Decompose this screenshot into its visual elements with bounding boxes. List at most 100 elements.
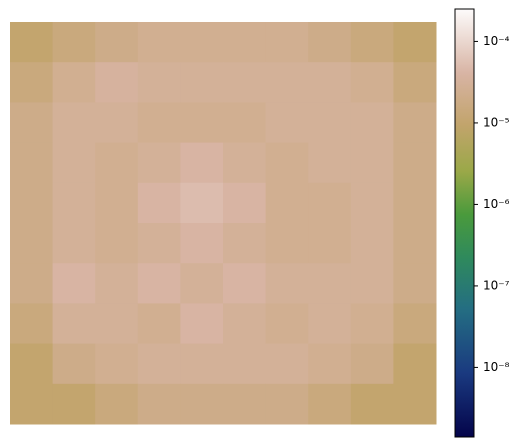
- heatmap-cell: [10, 223, 54, 264]
- heatmap-cell: [95, 383, 139, 425]
- heatmap-cell: [308, 383, 352, 425]
- heatmap-cell: [180, 223, 224, 264]
- heatmap-cell: [350, 223, 394, 264]
- heatmap-cell: [265, 142, 309, 184]
- heatmap-cell: [180, 62, 224, 103]
- heatmap-cell: [180, 263, 224, 304]
- heatmap-cell: [10, 102, 54, 144]
- heatmap-cell: [10, 62, 54, 103]
- heatmap-cell: [223, 62, 267, 103]
- heatmap-cell: [95, 303, 139, 345]
- heatmap-cell: [180, 102, 224, 144]
- heatmap-cell: [393, 303, 437, 345]
- heatmap-cell: [350, 263, 394, 304]
- heatmap-cell: [265, 263, 309, 304]
- colorbar-tick-label: 10⁻⁷: [483, 278, 510, 292]
- heatmap-cell: [223, 223, 267, 264]
- heatmap-cell: [393, 263, 437, 304]
- heatmap-cell: [180, 182, 224, 224]
- heatmap-cell: [10, 263, 54, 304]
- heatmap-cell: [223, 22, 267, 63]
- heatmap-cell: [137, 383, 181, 425]
- heatmap-cell: [265, 223, 309, 264]
- heatmap-cell: [350, 142, 394, 184]
- heatmap-cell: [393, 223, 437, 264]
- heatmap-cell: [265, 62, 309, 103]
- heatmap-cell: [350, 102, 394, 144]
- heatmap-cell: [137, 263, 181, 304]
- heatmap-cell: [350, 303, 394, 345]
- heatmap-cell: [137, 142, 181, 184]
- heatmap-cell: [52, 343, 96, 385]
- heatmap-cell: [393, 182, 437, 224]
- heatmap-cell: [223, 263, 267, 304]
- heatmap-cell: [137, 343, 181, 385]
- colorbar-tick-label: 10⁻⁶: [483, 197, 510, 211]
- colorbar-tick-label: 10⁻⁵: [483, 115, 510, 129]
- colorbar: [454, 8, 475, 438]
- heatmap-cell: [265, 303, 309, 345]
- heatmap-cell: [52, 142, 96, 184]
- heatmap-cell: [95, 343, 139, 385]
- heatmap-cell: [180, 383, 224, 425]
- heatmap-cell: [95, 182, 139, 224]
- heatmap-cell: [52, 62, 96, 103]
- heatmap-cell: [393, 62, 437, 103]
- heatmap-cell: [95, 62, 139, 103]
- heatmap-cell: [52, 303, 96, 345]
- heatmap-cell: [223, 142, 267, 184]
- heatmap-cell: [95, 22, 139, 63]
- heatmap-cell: [350, 62, 394, 103]
- heatmap-cell: [265, 182, 309, 224]
- heatmap-cell: [393, 343, 437, 385]
- heatmap-cell: [95, 223, 139, 264]
- heatmap-cell: [10, 303, 54, 345]
- heatmap-cell: [223, 102, 267, 144]
- heatmap-cell: [223, 343, 267, 385]
- heatmap-cell: [95, 102, 139, 144]
- heatmap-cell: [137, 182, 181, 224]
- heatmap-cell: [308, 22, 352, 63]
- heatmap-cell: [393, 142, 437, 184]
- heatmap-cell: [137, 62, 181, 103]
- heatmap-cell: [308, 343, 352, 385]
- heatmap-cell: [308, 142, 352, 184]
- heatmap-cell: [10, 22, 54, 63]
- heatmap-cell: [393, 102, 437, 144]
- heatmap-cell: [52, 22, 96, 63]
- heatmap-cell: [308, 182, 352, 224]
- heatmap-cell: [137, 22, 181, 63]
- heatmap-cell: [350, 22, 394, 63]
- heatmap-cell: [10, 343, 54, 385]
- heatmap-cell: [350, 383, 394, 425]
- heatmap-cell: [137, 102, 181, 144]
- heatmap-cell: [308, 62, 352, 103]
- heatmap-cell: [223, 303, 267, 345]
- heatmap-cell: [10, 182, 54, 224]
- heatmap-cell: [223, 182, 267, 224]
- heatmap-cell: [180, 343, 224, 385]
- heatmap-cell: [180, 22, 224, 63]
- heatmap-cell: [95, 142, 139, 184]
- heatmap-cell: [95, 263, 139, 304]
- heatmap-cell: [180, 142, 224, 184]
- heatmap-cell: [265, 102, 309, 144]
- heatmap-cell: [52, 223, 96, 264]
- heatmap-cell: [308, 223, 352, 264]
- heatmap-cell: [265, 383, 309, 425]
- heatmap-cell: [350, 343, 394, 385]
- heatmap-cell: [52, 182, 96, 224]
- heatmap-cell: [137, 223, 181, 264]
- heatmap-cell: [52, 263, 96, 304]
- heatmap-cell: [265, 22, 309, 63]
- heatmap-cell: [393, 22, 437, 63]
- heatmap-cell: [350, 182, 394, 224]
- heatmap-cell: [52, 383, 96, 425]
- heatmap-cell: [308, 102, 352, 144]
- heatmap-cell: [308, 263, 352, 304]
- heatmap-cell: [393, 383, 437, 425]
- heatmap-cell: [10, 142, 54, 184]
- heatmap-cell: [265, 343, 309, 385]
- heatmap-cell: [308, 303, 352, 345]
